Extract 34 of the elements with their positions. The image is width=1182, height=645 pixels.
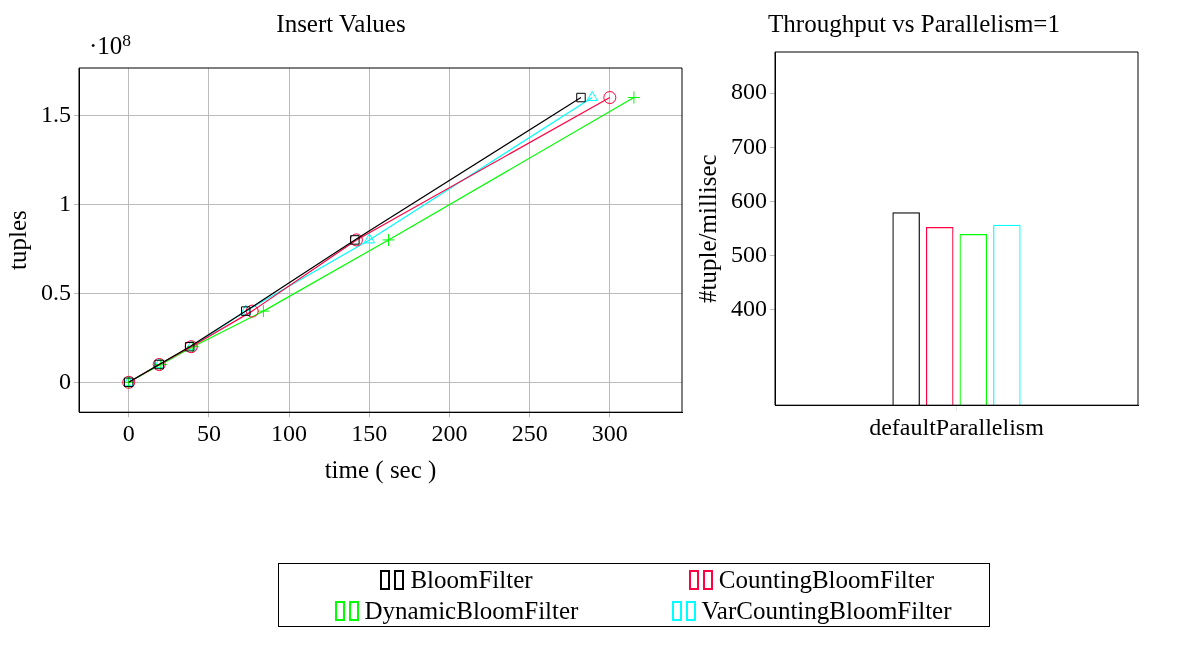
y-tick-label: 400: [731, 295, 767, 322]
point: [627, 91, 641, 105]
legend-label: DynamicBloomFilter: [364, 596, 579, 626]
x-tick-label: 0: [122, 419, 135, 446]
point: [245, 304, 259, 318]
y-tick-label: 0: [59, 367, 71, 394]
x-axis-title: time ( sec ): [324, 455, 437, 484]
x-tick-label: 300: [591, 419, 628, 446]
point: [603, 91, 617, 105]
x-tick-label: 150: [351, 419, 388, 446]
y-tick-label: 700: [731, 132, 767, 159]
y-axis-title: #tuple/millisec: [693, 154, 721, 303]
x-tick-label: 50: [196, 419, 221, 446]
y-axis-title: tuples: [3, 210, 31, 270]
chart-title: Insert Values: [276, 9, 406, 37]
point: [363, 233, 375, 244]
point: [256, 304, 270, 318]
point: [382, 233, 396, 247]
y-tick-label: 500: [731, 240, 767, 267]
y-tick-label: 800: [731, 78, 767, 105]
point: [586, 91, 598, 102]
legend-label: CountingBloomFilter: [718, 565, 935, 595]
y-tick-label: 0.5: [41, 278, 71, 305]
x-tick-label: 100: [271, 419, 308, 446]
legend-label: BloomFilter: [410, 565, 533, 595]
x-tick-label: 200: [431, 419, 468, 446]
legend-label: VarCountingBloomFilter: [701, 596, 952, 626]
point: [576, 92, 586, 103]
y-tick-label: 1: [59, 189, 71, 216]
y-tick-label: 600: [731, 186, 767, 213]
chart-title: Throughput vs Parallelism=1: [768, 9, 1060, 37]
x-tick-label: 250: [511, 419, 548, 446]
x-tick-label: defaultParallelism: [869, 413, 1045, 440]
y-tick-label: 1.5: [41, 100, 71, 127]
